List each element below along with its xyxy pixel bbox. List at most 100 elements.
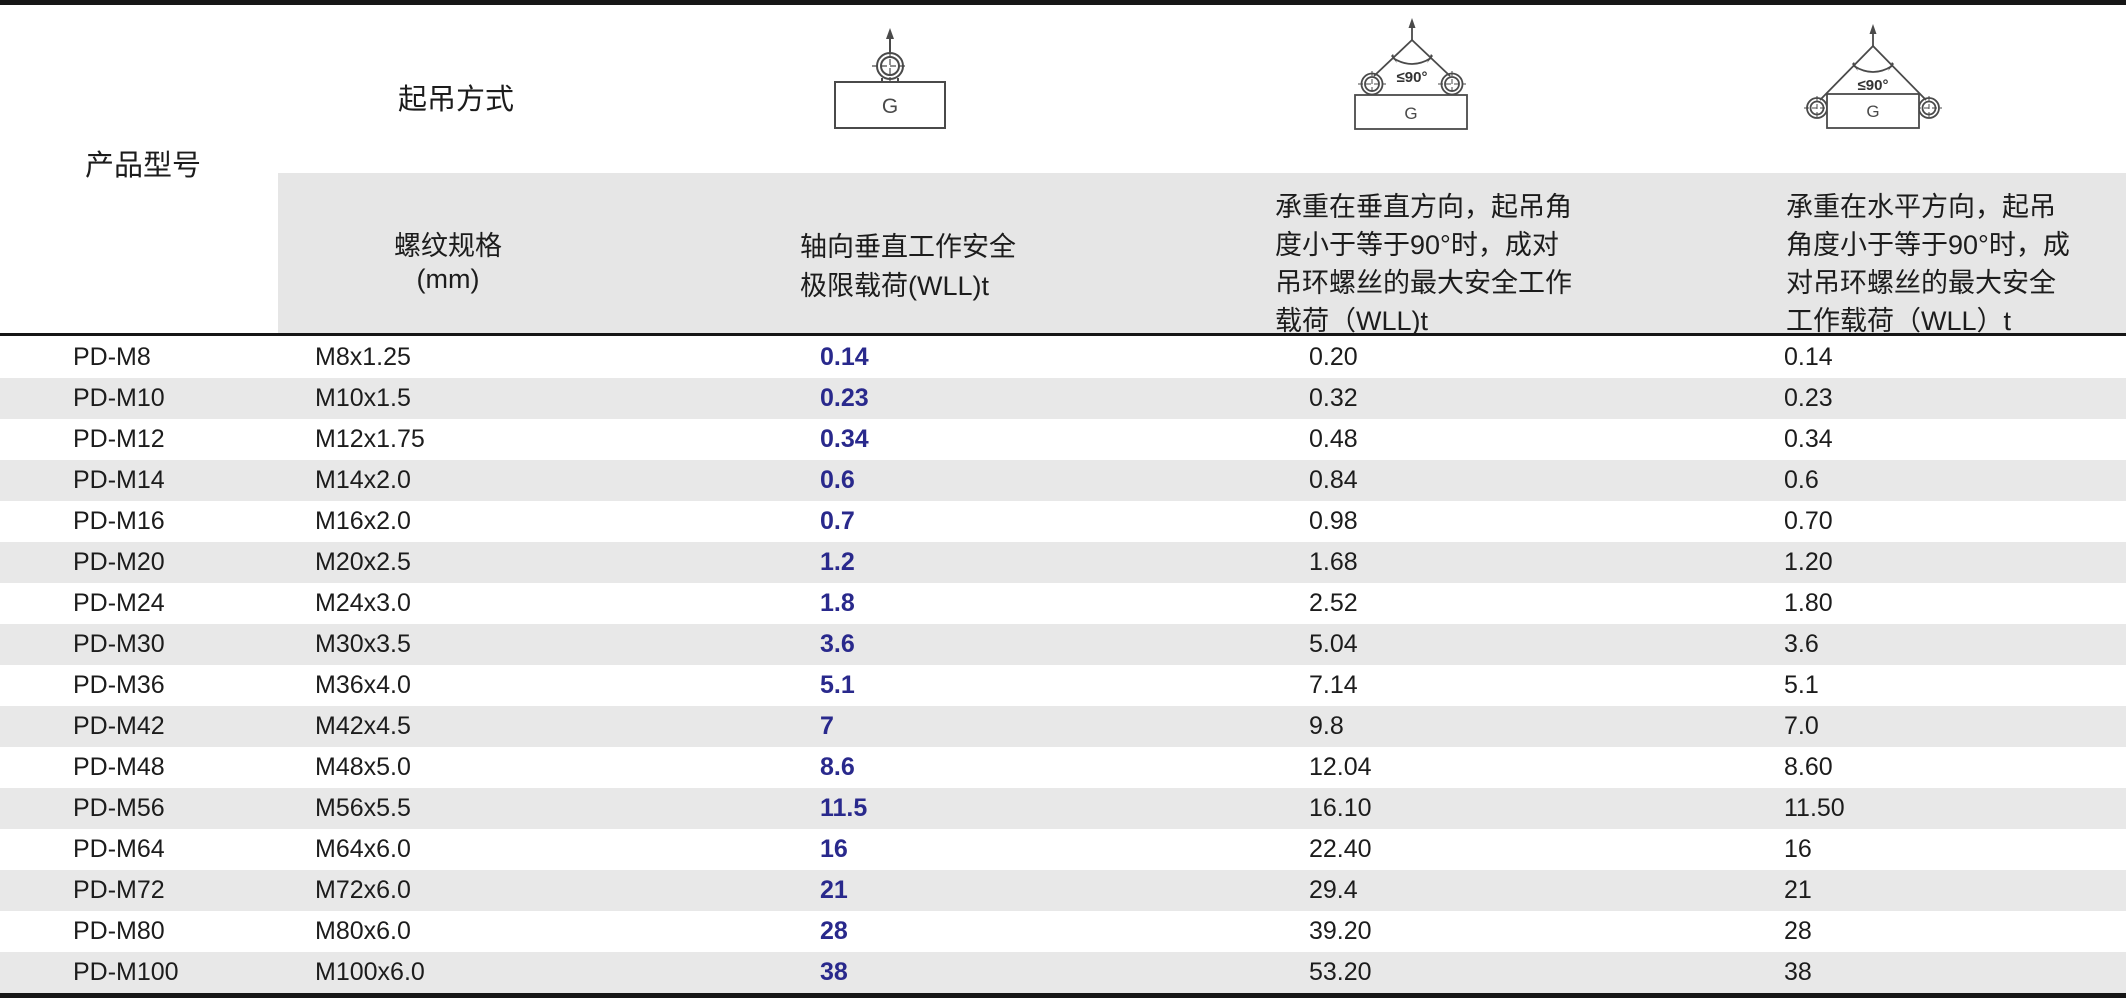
cell-axial-wll: 7 — [820, 712, 834, 740]
cell-axial-wll: 0.34 — [820, 425, 869, 453]
cell-product-model: PD-M100 — [73, 958, 179, 986]
cell-product-model: PD-M14 — [73, 466, 165, 494]
bottom-border-line — [0, 993, 2126, 998]
load-label: G — [882, 95, 898, 118]
cell-horizontal-pair-wll: 21 — [1784, 876, 1812, 904]
cell-product-model: PD-M80 — [73, 917, 165, 945]
cell-thread-spec: M14x2.0 — [315, 466, 411, 494]
load-label: G — [1866, 102, 1879, 121]
cell-axial-wll: 1.2 — [820, 548, 855, 576]
cell-product-model: PD-M30 — [73, 630, 165, 658]
cell-thread-spec: M36x4.0 — [315, 671, 411, 699]
cell-product-model: PD-M36 — [73, 671, 165, 699]
vertical-pair-wll-header: 承重在垂直方向，起吊角 度小于等于90°时，成对 吊环螺丝的最大安全工作 载荷（… — [1275, 192, 1572, 336]
table-row: PD-M10 M10x1.5 0.23 0.32 0.23 — [0, 378, 2126, 419]
table-row: PD-M72 M72x6.0 21 29.4 21 — [0, 870, 2126, 911]
cell-axial-wll: 3.6 — [820, 630, 855, 658]
cell-horizontal-pair-wll: 7.0 — [1784, 712, 1819, 740]
cell-vertical-pair-wll: 9.8 — [1309, 712, 1344, 740]
cell-horizontal-pair-wll: 0.70 — [1784, 507, 1833, 535]
cell-vertical-pair-wll: 39.20 — [1309, 917, 1372, 945]
axial-wll-header: 轴向垂直工作安全 极限载荷(WLL)t — [800, 232, 1016, 301]
table-row: PD-M14 M14x2.0 0.6 0.84 0.6 — [0, 460, 2126, 501]
cell-vertical-pair-wll: 0.84 — [1309, 466, 1358, 494]
cell-product-model: PD-M72 — [73, 876, 165, 904]
cell-vertical-pair-wll: 1.68 — [1309, 548, 1358, 576]
cell-thread-spec: M30x3.5 — [315, 630, 411, 658]
product-model-header: 产品型号 — [85, 150, 202, 182]
cell-product-model: PD-M8 — [73, 343, 151, 371]
cell-vertical-pair-wll: 12.04 — [1309, 753, 1372, 781]
cell-horizontal-pair-wll: 0.34 — [1784, 425, 1833, 453]
cell-thread-spec: M72x6.0 — [315, 876, 411, 904]
cell-vertical-pair-wll: 2.52 — [1309, 589, 1358, 617]
cell-horizontal-pair-wll: 11.50 — [1784, 794, 1845, 822]
cell-thread-spec: M80x6.0 — [315, 917, 411, 945]
cell-product-model: PD-M10 — [73, 384, 165, 412]
table-row: PD-M100 M100x6.0 38 53.20 38 — [0, 952, 2126, 993]
cell-horizontal-pair-wll: 1.20 — [1784, 548, 1833, 576]
angle-label: ≤90° — [1858, 77, 1889, 94]
cell-vertical-pair-wll: 0.48 — [1309, 425, 1358, 453]
cell-product-model: PD-M42 — [73, 712, 165, 740]
cell-thread-spec: M48x5.0 — [315, 753, 411, 781]
cell-horizontal-pair-wll: 28 — [1784, 917, 1812, 945]
spec-table-body: PD-M8 M8x1.25 0.14 0.20 0.14 PD-M10 M10x1.5 0.2… — [0, 337, 2126, 993]
cell-vertical-pair-wll: 0.20 — [1309, 343, 1358, 371]
cell-thread-spec: M20x2.5 — [315, 548, 411, 576]
table-row: PD-M20 M20x2.5 1.2 1.68 1.20 — [0, 542, 2126, 583]
angle-label: ≤90° — [1397, 69, 1428, 86]
cell-thread-spec: M100x6.0 — [315, 958, 425, 986]
cell-product-model: PD-M64 — [73, 835, 165, 863]
table-row: PD-M16 M16x2.0 0.7 0.98 0.70 — [0, 501, 2126, 542]
cell-product-model: PD-M24 — [73, 589, 165, 617]
cell-horizontal-pair-wll: 8.60 — [1784, 753, 1833, 781]
column-header-band — [278, 173, 2126, 333]
cell-axial-wll: 5.1 — [820, 671, 855, 699]
cell-axial-wll: 28 — [820, 917, 848, 945]
cell-axial-wll: 38 — [820, 958, 848, 986]
cell-product-model: PD-M16 — [73, 507, 165, 535]
table-row: PD-M8 M8x1.25 0.14 0.20 0.14 — [0, 337, 2126, 378]
cell-axial-wll: 16 — [820, 835, 848, 863]
cell-thread-spec: M12x1.75 — [315, 425, 425, 453]
cell-vertical-pair-wll: 5.04 — [1309, 630, 1358, 658]
cell-thread-spec: M10x1.5 — [315, 384, 411, 412]
cell-axial-wll: 8.6 — [820, 753, 855, 781]
load-label: G — [1404, 104, 1417, 123]
cell-axial-wll: 21 — [820, 876, 848, 904]
cell-vertical-pair-wll: 16.10 — [1309, 794, 1372, 822]
table-row: PD-M64 M64x6.0 16 22.40 16 — [0, 829, 2126, 870]
cell-vertical-pair-wll: 29.4 — [1309, 876, 1358, 904]
cell-axial-wll: 1.8 — [820, 589, 855, 617]
cell-horizontal-pair-wll: 0.23 — [1784, 384, 1833, 412]
thread-spec-header: 螺纹规格 (mm) — [394, 231, 502, 294]
top-border-line — [0, 0, 2126, 5]
cell-vertical-pair-wll: 7.14 — [1309, 671, 1358, 699]
cell-thread-spec: M42x4.5 — [315, 712, 411, 740]
cell-thread-spec: M56x5.5 — [315, 794, 411, 822]
table-row: PD-M12 M12x1.75 0.34 0.48 0.34 — [0, 419, 2126, 460]
cell-product-model: PD-M12 — [73, 425, 165, 453]
cell-axial-wll: 0.14 — [820, 343, 869, 371]
cell-product-model: PD-M56 — [73, 794, 165, 822]
cell-vertical-pair-wll: 53.20 — [1309, 958, 1372, 986]
cell-thread-spec: M8x1.25 — [315, 343, 411, 371]
cell-horizontal-pair-wll: 5.1 — [1784, 671, 1819, 699]
lifting-method-header: 起吊方式 — [398, 84, 515, 116]
pair-horizontal-lift-icon: ≤90° G — [1798, 20, 1948, 132]
cell-vertical-pair-wll: 0.98 — [1309, 507, 1358, 535]
cell-horizontal-pair-wll: 0.6 — [1784, 466, 1819, 494]
table-row: PD-M30 M30x3.5 3.6 5.04 3.6 — [0, 624, 2126, 665]
cell-horizontal-pair-wll: 0.14 — [1784, 343, 1833, 371]
cell-axial-wll: 0.23 — [820, 384, 869, 412]
cell-horizontal-pair-wll: 3.6 — [1784, 630, 1819, 658]
cell-vertical-pair-wll: 0.32 — [1309, 384, 1358, 412]
table-row: PD-M80 M80x6.0 28 39.20 28 — [0, 911, 2126, 952]
cell-horizontal-pair-wll: 16 — [1784, 835, 1812, 863]
table-row: PD-M36 M36x4.0 5.1 7.14 5.1 — [0, 665, 2126, 706]
cell-horizontal-pair-wll: 38 — [1784, 958, 1812, 986]
cell-thread-spec: M24x3.0 — [315, 589, 411, 617]
cell-thread-spec: M64x6.0 — [315, 835, 411, 863]
